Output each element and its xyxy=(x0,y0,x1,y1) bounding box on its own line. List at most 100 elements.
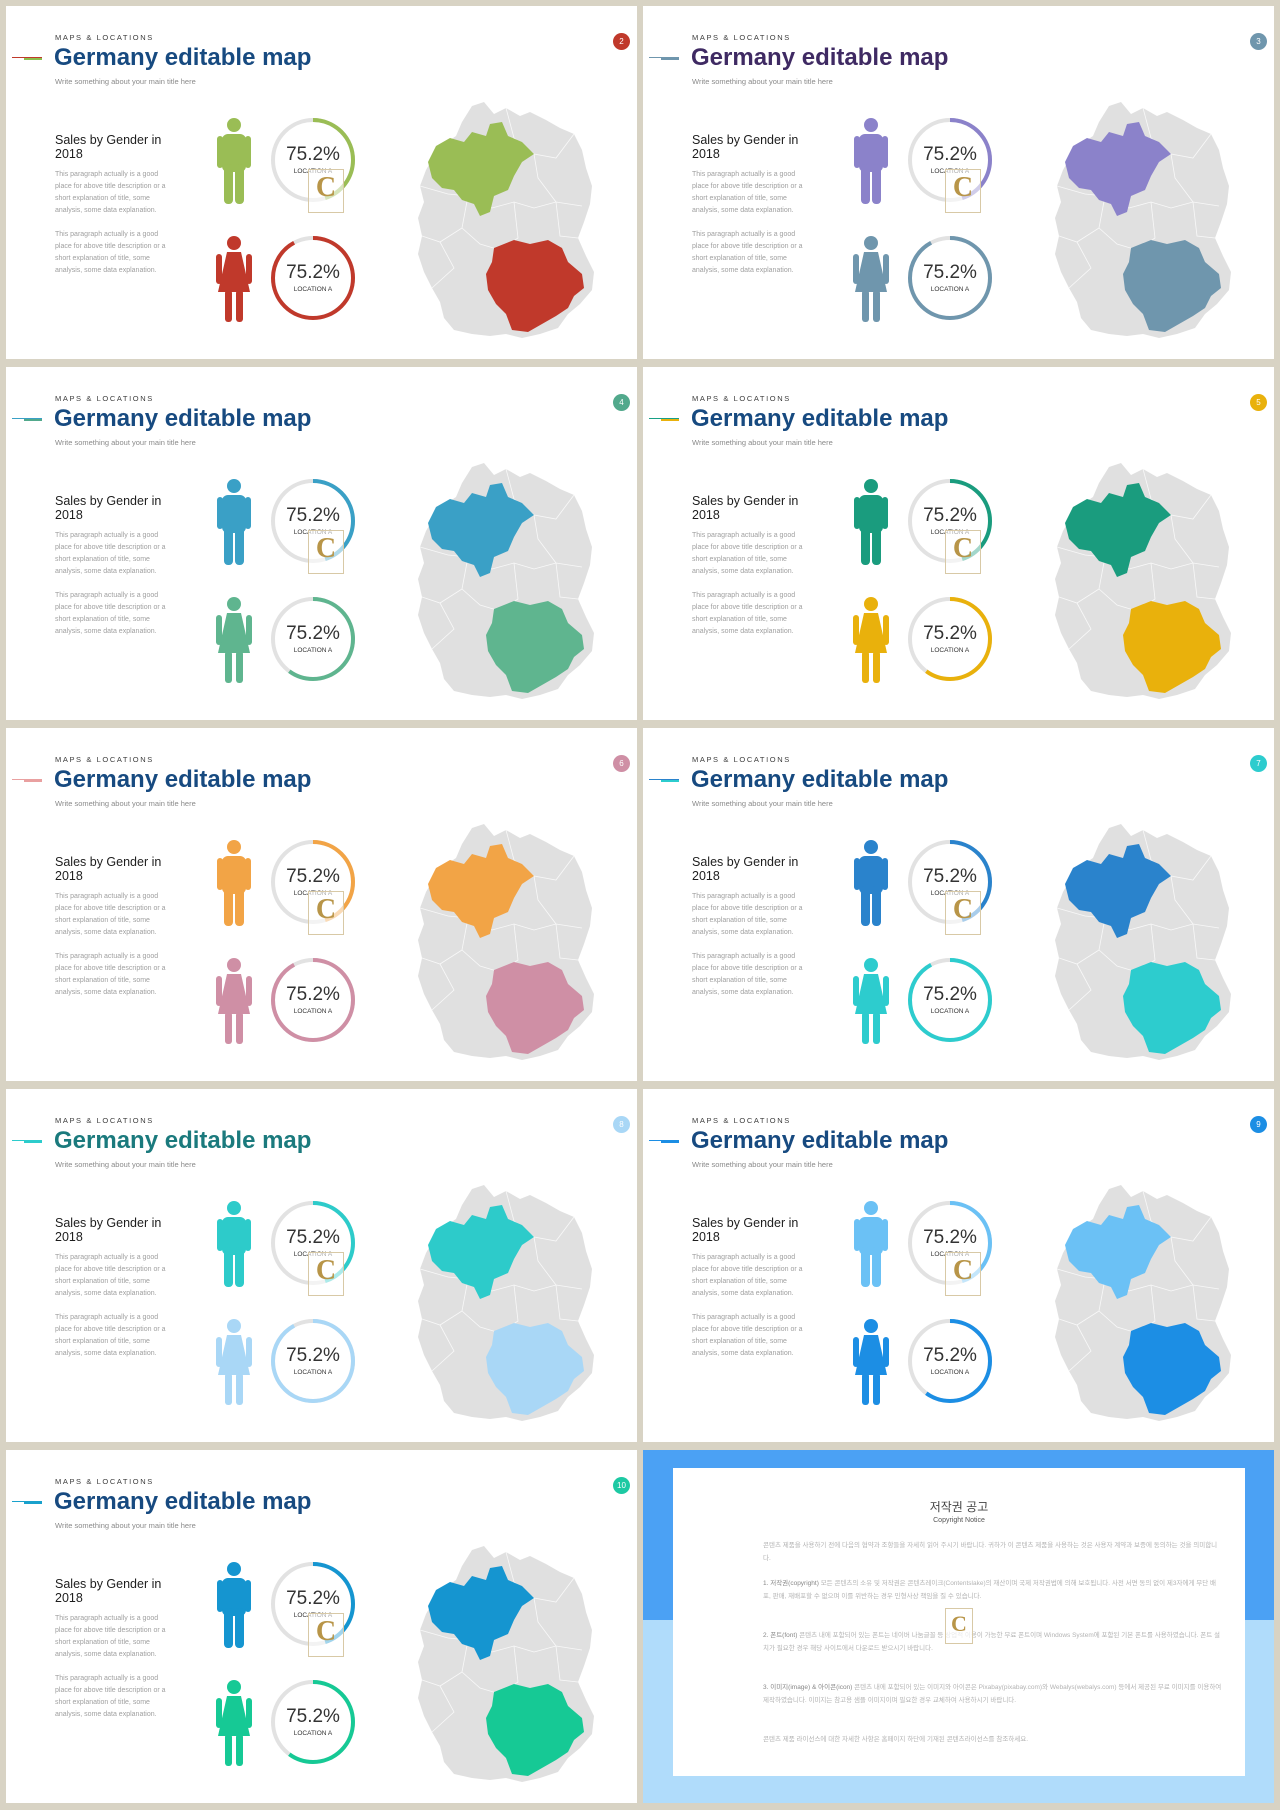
description-paragraph: This paragraph actually is a good place … xyxy=(55,1675,166,1718)
germany-map[interactable] xyxy=(1047,820,1237,1065)
female-stat-value: 75.2% xyxy=(923,1345,977,1366)
description-paragraph: This paragraph actually is a good place … xyxy=(55,532,166,575)
slide-subtitle: Write something about your main title he… xyxy=(692,799,833,808)
section-kicker: MAPS & LOCATIONS xyxy=(55,755,154,764)
female-progress-ring xyxy=(908,1319,992,1403)
male-stat-value: 75.2% xyxy=(286,1227,340,1248)
notice-subtitle: Copyright Notice xyxy=(933,1517,985,1524)
section-kicker: MAPS & LOCATIONS xyxy=(692,755,791,764)
copyright-notice-slide[interactable]: 저작권 공고 Copyright Notice 콘텐츠 제품을 사용하기 전에 … xyxy=(643,1450,1274,1803)
slide-subtitle: Write something about your main title he… xyxy=(692,1160,833,1169)
slide-number-badge: 3 xyxy=(1250,33,1267,50)
slide-title: Germany editable map xyxy=(691,405,949,432)
description-paragraph: This paragraph actually is a good place … xyxy=(55,953,166,996)
chart-heading: Sales by Gender in 2018 xyxy=(55,1577,162,1605)
map-slide-8[interactable]: MAPS & LOCATIONS Germany editable map Wr… xyxy=(6,1089,637,1442)
female-progress-ring xyxy=(271,597,355,681)
male-stat-value: 75.2% xyxy=(286,1588,340,1609)
title-accent-line xyxy=(649,779,679,782)
map-slide-2[interactable]: MAPS & LOCATIONS Germany editable map Wr… xyxy=(6,6,637,359)
description-paragraph: This paragraph actually is a good place … xyxy=(692,231,803,274)
description-paragraph: This paragraph actually is a good place … xyxy=(55,592,166,635)
female-stat-value: 75.2% xyxy=(923,623,977,644)
map-slide-3[interactable]: MAPS & LOCATIONS Germany editable map Wr… xyxy=(643,6,1274,359)
watermark-logo: C xyxy=(945,1252,981,1296)
female-stat-label: LOCATION A xyxy=(930,286,970,293)
watermark-logo: C xyxy=(945,530,981,574)
slide-subtitle: Write something about your main title he… xyxy=(692,438,833,447)
slide-number-badge: 7 xyxy=(1250,755,1267,772)
female-progress-ring xyxy=(908,597,992,681)
title-accent-line xyxy=(649,1140,679,1143)
male-icon xyxy=(217,1562,251,1648)
description-paragraph: This paragraph actually is a good place … xyxy=(692,1314,803,1357)
chart-heading: Sales by Gender in 2018 xyxy=(55,494,162,522)
germany-map[interactable] xyxy=(410,98,600,343)
description-paragraph: This paragraph actually is a good place … xyxy=(692,532,803,575)
female-stat-label: LOCATION A xyxy=(930,1008,970,1015)
map-slide-4[interactable]: MAPS & LOCATIONS Germany editable map Wr… xyxy=(6,367,637,720)
female-stat-label: LOCATION A xyxy=(293,1008,333,1015)
slide-title: Germany editable map xyxy=(691,1127,949,1154)
description-paragraph: This paragraph actually is a good place … xyxy=(55,1314,166,1357)
notice-card: 저작권 공고 Copyright Notice 콘텐츠 제품을 사용하기 전에 … xyxy=(673,1468,1245,1776)
slide-number-badge: 8 xyxy=(613,1116,630,1133)
male-icon xyxy=(854,118,888,204)
germany-map[interactable] xyxy=(1047,459,1237,704)
slide-title: Germany editable map xyxy=(54,1488,312,1515)
male-stat-value: 75.2% xyxy=(286,144,340,165)
map-slide-7[interactable]: MAPS & LOCATIONS Germany editable map Wr… xyxy=(643,728,1274,1081)
chart-heading: Sales by Gender in 2018 xyxy=(55,133,162,161)
germany-map[interactable] xyxy=(410,1181,600,1426)
male-stat-value: 75.2% xyxy=(286,505,340,526)
germany-map[interactable] xyxy=(410,459,600,704)
map-slide-6[interactable]: MAPS & LOCATIONS Germany editable map Wr… xyxy=(6,728,637,1081)
germany-map[interactable] xyxy=(410,820,600,1065)
slide-number-badge: 6 xyxy=(613,755,630,772)
section-kicker: MAPS & LOCATIONS xyxy=(55,1477,154,1486)
slide-title: Germany editable map xyxy=(54,405,312,432)
male-stat-value: 75.2% xyxy=(923,144,977,165)
germany-map[interactable] xyxy=(1047,1181,1237,1426)
title-accent-line xyxy=(12,779,42,782)
slide-number-badge: 4 xyxy=(613,394,630,411)
female-stat-label: LOCATION A xyxy=(293,1369,333,1376)
female-icon xyxy=(216,597,252,683)
map-slide-9[interactable]: MAPS & LOCATIONS Germany editable map Wr… xyxy=(643,1089,1274,1442)
section-kicker: MAPS & LOCATIONS xyxy=(55,1116,154,1125)
map-slide-10[interactable]: MAPS & LOCATIONS Germany editable map Wr… xyxy=(6,1450,637,1803)
female-icon xyxy=(216,236,252,322)
description-paragraph: This paragraph actually is a good place … xyxy=(55,171,166,214)
male-stat-value: 75.2% xyxy=(923,866,977,887)
notice-item-copyright: 1. 저작권(copyright) 모든 콘텐츠의 소유 및 저작권은 콘텐츠레… xyxy=(763,1580,1217,1600)
slide-subtitle: Write something about your main title he… xyxy=(692,77,833,86)
description-paragraph: This paragraph actually is a good place … xyxy=(55,1615,166,1658)
male-icon xyxy=(854,479,888,565)
female-progress-ring xyxy=(271,236,355,320)
section-kicker: MAPS & LOCATIONS xyxy=(692,1116,791,1125)
watermark-logo: C xyxy=(945,891,981,935)
germany-map[interactable] xyxy=(1047,98,1237,343)
female-stat-value: 75.2% xyxy=(286,262,340,283)
description-paragraph: This paragraph actually is a good place … xyxy=(55,893,166,936)
slide-title: Germany editable map xyxy=(691,766,949,793)
watermark-logo: C xyxy=(308,1252,344,1296)
chart-heading: Sales by Gender in 2018 xyxy=(692,494,799,522)
description-paragraph: This paragraph actually is a good place … xyxy=(692,171,803,214)
watermark-logo: C xyxy=(308,891,344,935)
section-kicker: MAPS & LOCATIONS xyxy=(55,33,154,42)
female-progress-ring xyxy=(908,958,992,1042)
chart-heading: Sales by Gender in 2018 xyxy=(692,133,799,161)
female-icon xyxy=(216,1680,252,1766)
male-stat-value: 75.2% xyxy=(286,866,340,887)
female-icon xyxy=(853,597,889,683)
germany-map[interactable] xyxy=(410,1542,600,1787)
notice-item-image: 3. 이미지(image) & 아이콘(icon) 콘텐츠 내에 포함되어 있는… xyxy=(763,1684,1222,1704)
slide-number-badge: 10 xyxy=(613,1477,630,1494)
slide-title: Germany editable map xyxy=(54,44,312,71)
notice-footer: 콘텐츠 제품 라이선스에 대한 자세한 사항은 홈페이지 하단에 기재된 콘텐츠… xyxy=(763,1736,1029,1743)
female-stat-label: LOCATION A xyxy=(293,286,333,293)
description-paragraph: This paragraph actually is a good place … xyxy=(692,893,803,936)
map-slide-5[interactable]: MAPS & LOCATIONS Germany editable map Wr… xyxy=(643,367,1274,720)
section-kicker: MAPS & LOCATIONS xyxy=(55,394,154,403)
